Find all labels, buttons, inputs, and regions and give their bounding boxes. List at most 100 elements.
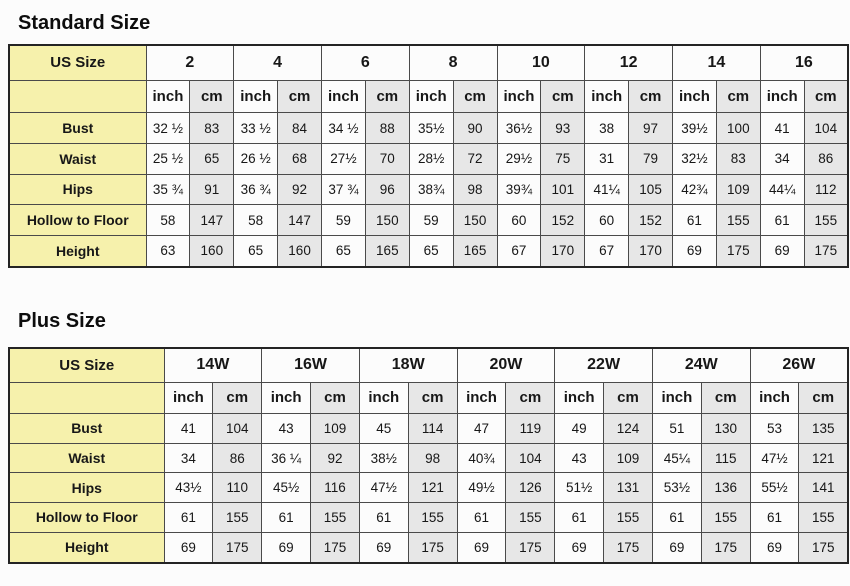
measurement-cm-cell: 150: [452, 204, 498, 236]
inch-unit-header-cell: inch: [408, 79, 454, 114]
inch-unit-header-cell: inch: [456, 381, 507, 415]
measurement-cm-cell: 175: [505, 531, 556, 564]
row-label-cell: Height: [8, 234, 147, 268]
measurement-inch-cell: 60: [496, 204, 542, 236]
row-label-cell: Hollow to Floor: [8, 502, 165, 533]
measurement-cm-cell: 175: [700, 531, 751, 564]
measurement-inch-cell: 61: [749, 502, 800, 533]
measurement-inch-cell: 69: [672, 234, 717, 268]
size-header-cell: 4: [233, 44, 322, 81]
measurement-inch-cell: 47½: [358, 472, 409, 504]
measurement-inch-cell: 61: [672, 204, 717, 236]
measurement-inch-cell: 58: [233, 204, 279, 236]
measurement-inch-cell: 45¼: [651, 442, 702, 474]
measurement-cm-cell: 92: [310, 442, 360, 474]
cm-unit-header-cell: cm: [700, 381, 751, 415]
measurement-inch-cell: 49: [554, 413, 605, 444]
measurement-inch-cell: 43: [261, 413, 312, 444]
measurement-cm-cell: 65: [189, 142, 235, 175]
cm-unit-header-cell: cm: [189, 79, 235, 114]
measurement-inch-cell: 35½: [408, 112, 454, 144]
measurement-cm-cell: 160: [277, 234, 322, 268]
measurement-cm-cell: 92: [277, 173, 322, 206]
measurement-cm-cell: 152: [628, 204, 673, 236]
measurement-cm-cell: 131: [603, 472, 653, 504]
measurement-cm-cell: 79: [628, 142, 673, 175]
measurement-cm-cell: 141: [798, 472, 849, 504]
empty-corner-cell: [8, 381, 165, 415]
measurement-inch-cell: 27½: [321, 142, 366, 175]
measurement-row: Hollow to Floor 58 147 58 147 59 150 59 150 60 152…: [8, 204, 849, 236]
inch-unit-header-cell: inch: [261, 381, 312, 415]
measurement-cm-cell: 155: [715, 204, 761, 236]
size-header-cell: 22W: [554, 347, 653, 383]
unit-header-row: inch cm inch cm inch cm inch cm inch cm inch cm inch…: [8, 79, 849, 114]
measurement-inch-cell: 38: [584, 112, 630, 144]
size-header-cell: 2: [145, 44, 235, 81]
row-label-cell: Waist: [8, 442, 165, 474]
measurement-inch-cell: 61: [759, 204, 805, 236]
measurement-inch-cell: 41: [163, 413, 214, 444]
measurement-inch-cell: 32 ½: [145, 112, 191, 144]
measurement-inch-cell: 38¾: [408, 173, 454, 206]
row-label-cell: Waist: [8, 142, 147, 175]
measurement-inch-cell: 61: [456, 502, 507, 533]
measurement-cm-cell: 86: [212, 442, 263, 474]
measurement-inch-cell: 34: [163, 442, 214, 474]
measurement-cm-cell: 91: [189, 173, 235, 206]
measurement-cm-cell: 97: [628, 112, 673, 144]
measurement-cm-cell: 135: [798, 413, 849, 444]
measurement-inch-cell: 47: [456, 413, 507, 444]
measurement-inch-cell: 69: [261, 531, 312, 564]
measurement-row: Bust 32 ½ 83 33 ½ 84 34 ½ 88 35½ 90 36½ 93 38 97 39½ 1…: [8, 112, 849, 144]
measurement-cm-cell: 101: [540, 173, 586, 206]
measurement-inch-cell: 37 ¾: [321, 173, 366, 206]
size-header-cell: 16: [759, 44, 849, 81]
measurement-inch-cell: 28½: [408, 142, 454, 175]
measurement-inch-cell: 60: [584, 204, 630, 236]
measurement-inch-cell: 41¼: [584, 173, 630, 206]
measurement-cm-cell: 175: [310, 531, 360, 564]
measurement-cm-cell: 75: [540, 142, 586, 175]
measurement-cm-cell: 109: [603, 442, 653, 474]
measurement-inch-cell: 63: [145, 234, 191, 268]
measurement-cm-cell: 147: [189, 204, 235, 236]
measurement-cm-cell: 175: [407, 531, 458, 564]
cm-unit-header-cell: cm: [452, 79, 498, 114]
measurement-row: Height 63 160 65 160 65 165 65 165 67 170 67 170 69 17…: [8, 234, 849, 268]
measurement-inch-cell: 61: [163, 502, 214, 533]
measurement-inch-cell: 67: [496, 234, 542, 268]
measurement-cm-cell: 116: [310, 472, 360, 504]
standard-size-title: Standard Size: [18, 12, 151, 34]
measurement-cm-cell: 155: [505, 502, 556, 533]
measurement-cm-cell: 115: [700, 442, 751, 474]
measurement-cm-cell: 175: [603, 531, 653, 564]
measurement-inch-cell: 65: [233, 234, 279, 268]
size-header-cell: 16W: [261, 347, 360, 383]
measurement-inch-cell: 29½: [496, 142, 542, 175]
measurement-row: Hollow to Floor 61 155 61 155 61 155 61 155 61 155…: [8, 502, 849, 533]
inch-unit-header-cell: inch: [358, 381, 409, 415]
measurement-inch-cell: 34: [759, 142, 805, 175]
measurement-inch-cell: 59: [408, 204, 454, 236]
measurement-inch-cell: 42¾: [672, 173, 717, 206]
measurement-row: Hips 43½ 110 45½ 116 47½ 121 49½ 126 51½ 131 53½ 136…: [8, 472, 849, 504]
measurement-row: Bust 41 104 43 109 45 114 47 119 49 124 51 130 53 135: [8, 413, 849, 444]
measurement-cm-cell: 109: [310, 413, 360, 444]
measurement-inch-cell: 69: [749, 531, 800, 564]
size-header-cell: 10: [496, 44, 586, 81]
measurement-cm-cell: 110: [212, 472, 263, 504]
measurement-cm-cell: 126: [505, 472, 556, 504]
inch-unit-header-cell: inch: [233, 79, 279, 114]
measurement-cm-cell: 70: [364, 142, 410, 175]
measurement-cm-cell: 112: [803, 173, 849, 206]
measurement-inch-cell: 55½: [749, 472, 800, 504]
measurement-inch-cell: 44¼: [759, 173, 805, 206]
measurement-cm-cell: 155: [700, 502, 751, 533]
measurement-inch-cell: 53½: [651, 472, 702, 504]
measurement-cm-cell: 114: [407, 413, 458, 444]
measurement-cm-cell: 170: [628, 234, 673, 268]
measurement-cm-cell: 130: [700, 413, 751, 444]
measurement-inch-cell: 51: [651, 413, 702, 444]
measurement-inch-cell: 36 ¾: [233, 173, 279, 206]
